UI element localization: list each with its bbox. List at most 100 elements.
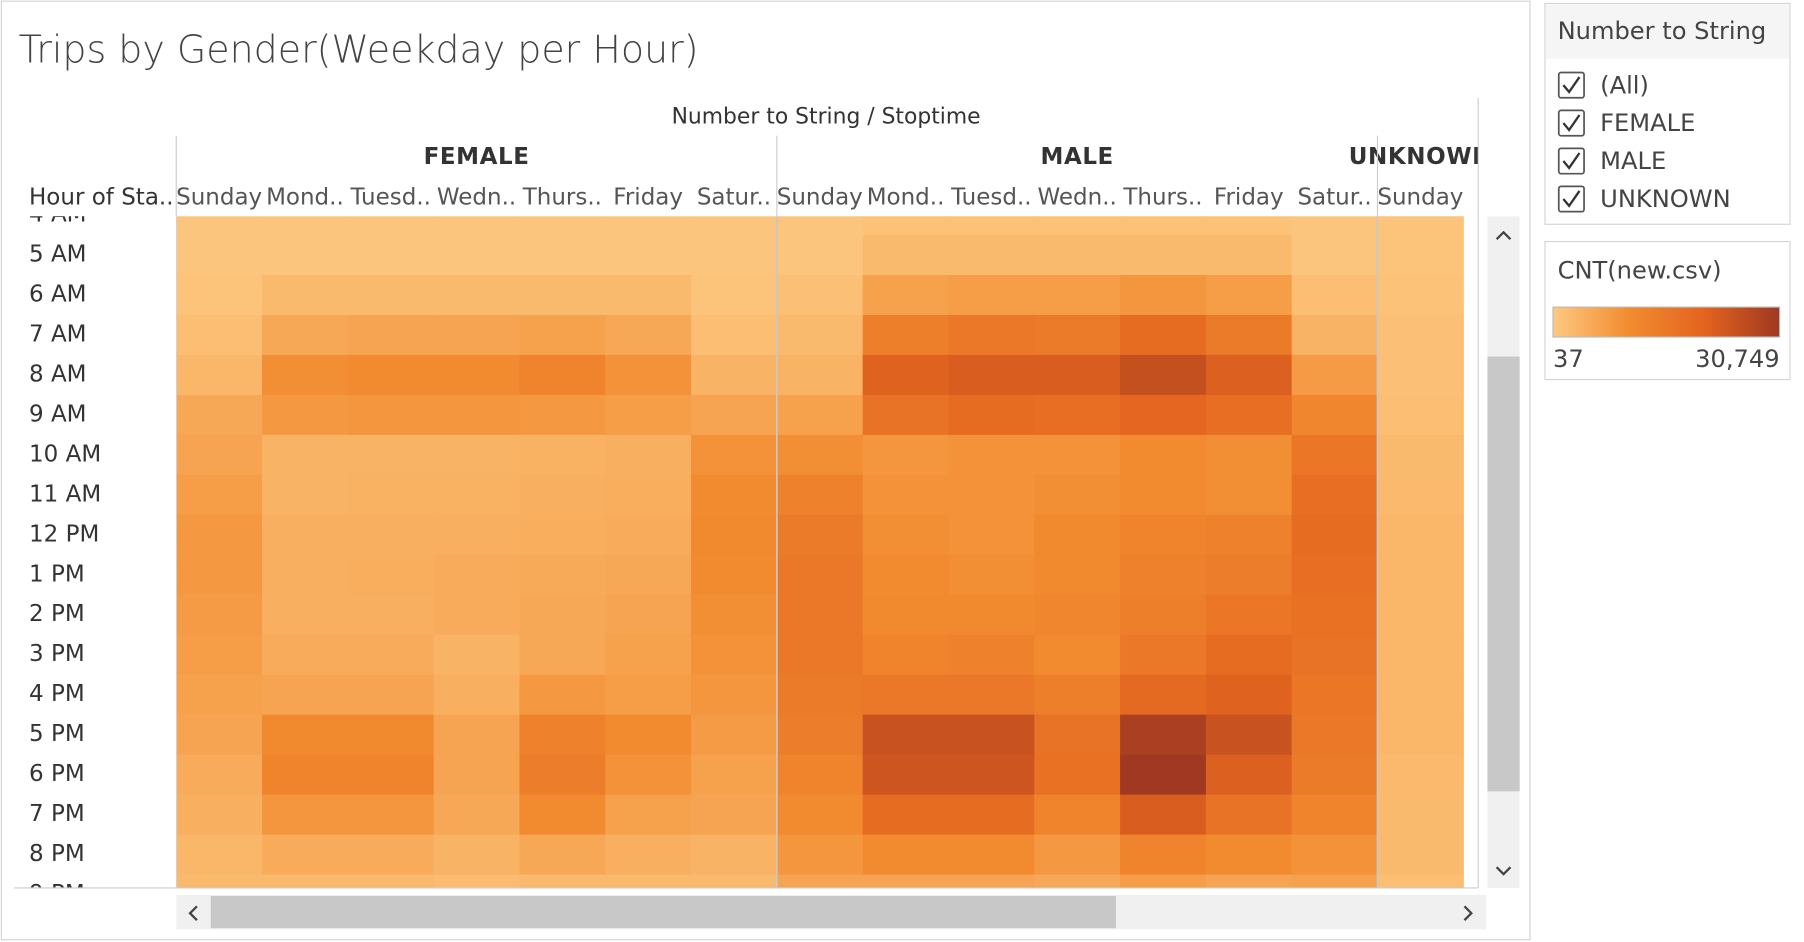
cell — [176, 434, 263, 476]
cell — [605, 434, 692, 476]
cell — [1377, 554, 1464, 596]
v-scroll-thumb[interactable] — [1487, 356, 1520, 792]
cell — [1120, 874, 1207, 888]
cell — [1291, 834, 1379, 876]
scroll-arrows[interactable] — [188, 905, 1473, 921]
h-scroll-thumb[interactable] — [210, 895, 1116, 929]
day-label: Thurs.. — [522, 184, 602, 210]
checkmark[interactable] — [1562, 190, 1581, 208]
cell — [862, 394, 950, 436]
cell — [605, 275, 692, 316]
cell — [433, 434, 521, 476]
cell — [433, 216, 521, 236]
cell — [1377, 754, 1464, 796]
day-label: Tuesd.. — [950, 184, 1032, 210]
cell — [519, 754, 606, 796]
cell — [262, 874, 349, 888]
cell — [1034, 594, 1121, 636]
cell — [433, 834, 521, 876]
cell — [1120, 394, 1207, 436]
cell — [1034, 754, 1121, 796]
day-label: Mond.. — [867, 184, 945, 210]
cell — [176, 634, 263, 676]
cell — [691, 714, 778, 756]
cell — [1291, 754, 1379, 796]
cell — [1377, 314, 1464, 356]
cell — [1034, 434, 1121, 476]
cell — [1034, 714, 1121, 756]
cell — [691, 834, 778, 876]
cell — [605, 594, 692, 636]
cell — [347, 874, 435, 888]
cell — [1120, 834, 1207, 876]
cell — [776, 634, 864, 676]
cell — [1291, 235, 1379, 276]
cell — [519, 474, 606, 516]
row-label: 7 PM — [29, 801, 85, 827]
cell — [776, 834, 864, 876]
cell — [948, 434, 1035, 476]
cell — [776, 275, 864, 316]
cell — [433, 514, 521, 556]
cell — [347, 634, 435, 676]
cell — [519, 794, 606, 836]
cell — [1205, 434, 1293, 476]
cell — [605, 674, 692, 716]
scroll-arrows[interactable] — [1495, 230, 1512, 876]
column-header: Number to String / Stoptime — [672, 104, 981, 129]
checkmark[interactable] — [1562, 114, 1581, 132]
filter-item[interactable]: (All) — [1600, 71, 1649, 99]
checkbox[interactable] — [1557, 185, 1585, 213]
cell — [1205, 354, 1293, 396]
cell — [948, 754, 1035, 796]
cell — [433, 354, 521, 396]
cell — [691, 554, 778, 596]
cell — [605, 714, 692, 756]
cell — [1291, 474, 1379, 516]
cell — [1377, 275, 1464, 316]
cell — [948, 634, 1035, 676]
cell — [519, 434, 606, 476]
cell — [1034, 235, 1121, 276]
cell — [776, 594, 864, 636]
checkbox[interactable] — [1557, 147, 1585, 175]
cell — [1291, 514, 1379, 556]
day-label: Sunday — [777, 184, 863, 210]
filter-item[interactable]: UNKNOWN — [1600, 185, 1731, 213]
filter-item[interactable]: FEMALE — [1600, 109, 1695, 137]
cell — [1120, 634, 1207, 676]
filter-title: Number to String — [1558, 17, 1767, 45]
cell — [948, 594, 1035, 636]
cell — [1377, 216, 1464, 236]
cell — [948, 834, 1035, 876]
checkbox[interactable] — [1557, 109, 1585, 137]
cell — [1120, 275, 1207, 316]
checkmark[interactable] — [1562, 152, 1581, 170]
cell — [262, 394, 349, 436]
cell — [347, 275, 435, 316]
filter-item[interactable]: MALE — [1600, 147, 1666, 175]
cell — [1291, 554, 1379, 596]
cell — [262, 634, 349, 676]
cell — [1291, 216, 1379, 236]
cell — [1291, 354, 1379, 396]
cell — [262, 434, 349, 476]
cell — [1291, 594, 1379, 636]
filter-header — [1546, 4, 1789, 59]
cell — [691, 634, 778, 676]
cell — [347, 235, 435, 276]
cell — [1034, 514, 1121, 556]
cell — [262, 714, 349, 756]
cell — [176, 474, 263, 516]
row-label: 12 PM — [29, 521, 99, 547]
checkbox[interactable] — [1557, 71, 1585, 99]
cell — [1205, 594, 1293, 636]
cell — [776, 514, 864, 556]
checkmark[interactable] — [1562, 76, 1581, 94]
row-label: 9 PM — [29, 881, 85, 907]
cell — [691, 514, 778, 556]
row-label: 5 PM — [29, 721, 85, 747]
cell — [776, 554, 864, 596]
cell — [176, 714, 263, 756]
cell — [176, 235, 263, 276]
